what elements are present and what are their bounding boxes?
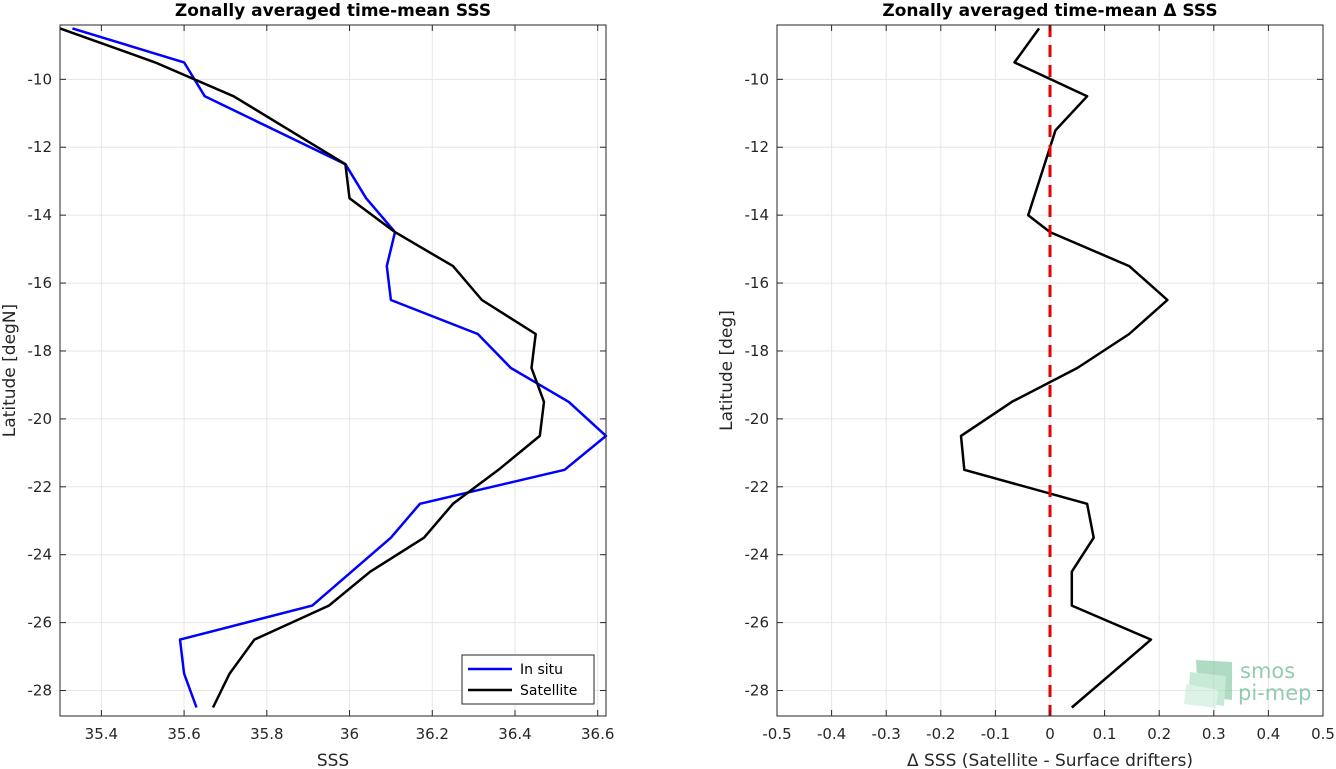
- x-tick-label: 0.1: [1093, 725, 1117, 743]
- x-tick-label: -0.4: [817, 725, 846, 743]
- y-tick-label: -26: [745, 614, 770, 632]
- legend: In situ Satellite: [461, 654, 595, 705]
- x-tick-label: 36: [340, 725, 359, 743]
- y-tick-label: -18: [745, 342, 770, 360]
- sss-panel: 35.4 35.6 35.8 36 36.2 36.4 36.6 -28 -26 -24 -22 -2…: [0, 1, 614, 769]
- x-tick-label: -0.1: [981, 725, 1010, 743]
- x-tick-label: -0.2: [926, 725, 955, 743]
- title-right: Zonally averaged time-mean Δ SSS: [882, 1, 1217, 21]
- x-tick-label: 35.8: [250, 725, 283, 743]
- legend-box: [461, 654, 595, 705]
- y-tick-label: -16: [745, 274, 770, 292]
- y-tick-label: -28: [28, 682, 53, 700]
- y-tick-label: -14: [28, 206, 53, 224]
- delta-sss-panel: -0.5 -0.4 -0.3 -0.2 -0.1 0 0.1 0.2 0.3 0.4 0.5 -28 -…: [717, 1, 1335, 769]
- plot-area-left: [60, 25, 606, 716]
- x-tick-label: 0.2: [1147, 725, 1171, 743]
- x-tick-label: 0.3: [1202, 725, 1226, 743]
- ticks-right: -0.5 -0.4 -0.3 -0.2 -0.1 0 0.1 0.2 0.3 0.4 0.5 -28 -…: [745, 25, 1335, 743]
- x-tick-label: 0.4: [1256, 725, 1280, 743]
- y-tick-label: -10: [745, 70, 770, 88]
- y-tick-label: -26: [28, 614, 53, 632]
- satellite-line: [59, 27, 546, 709]
- x-tick-label: 36.6: [581, 725, 614, 743]
- legend-label-satellite: Satellite: [520, 683, 577, 699]
- axes-box-left: [59, 24, 607, 717]
- ticks-left: 35.4 35.6 35.8 36 36.2 36.4 36.6 -28 -26 -24 -22 -2…: [28, 25, 614, 743]
- logo-text-smos: smos: [1240, 659, 1295, 683]
- legend-label-in-situ: In situ: [520, 662, 563, 678]
- y-tick-label: -20: [28, 410, 53, 428]
- y-tick-label: -12: [745, 138, 770, 156]
- series-left: [59, 27, 608, 709]
- ylabel-left: Latitude [degN]: [0, 304, 20, 437]
- x-tick-label: 0.5: [1311, 725, 1335, 743]
- y-tick-label: -22: [745, 478, 770, 496]
- y-tick-label: -20: [745, 410, 770, 428]
- logo-text-pi-mep: pi-mep: [1238, 681, 1311, 705]
- y-tick-label: -10: [28, 70, 53, 88]
- x-tick-label: -0.5: [762, 725, 791, 743]
- x-tick-label: 36.4: [498, 725, 531, 743]
- y-tick-label: -18: [28, 342, 53, 360]
- smos-pi-mep-logo: smos pi-mep: [1184, 659, 1311, 708]
- x-tick-label: 36.2: [416, 725, 449, 743]
- x-tick-label: -0.3: [872, 725, 901, 743]
- y-tick-label: -22: [28, 478, 53, 496]
- ylabel-right: Latitude [deg]: [717, 310, 737, 431]
- series-right: [959, 25, 1169, 716]
- xlabel-left: SSS: [317, 751, 349, 769]
- x-tick-label: 35.6: [167, 725, 200, 743]
- x-tick-label: 35.4: [85, 725, 118, 743]
- delta-line: [959, 27, 1169, 709]
- y-tick-label: -28: [745, 682, 770, 700]
- y-tick-label: -12: [28, 138, 53, 156]
- grid-left: [60, 25, 606, 716]
- y-tick-label: -14: [745, 206, 770, 224]
- y-tick-label: -24: [745, 546, 770, 564]
- title-left: Zonally averaged time-mean SSS: [175, 1, 491, 21]
- x-tick-label: 0: [1045, 725, 1055, 743]
- y-tick-label: -16: [28, 274, 53, 292]
- y-tick-label: -24: [28, 546, 53, 564]
- logo-wave-icon: [1184, 660, 1232, 708]
- xlabel-right: Δ SSS (Satellite - Surface drifters): [907, 751, 1193, 769]
